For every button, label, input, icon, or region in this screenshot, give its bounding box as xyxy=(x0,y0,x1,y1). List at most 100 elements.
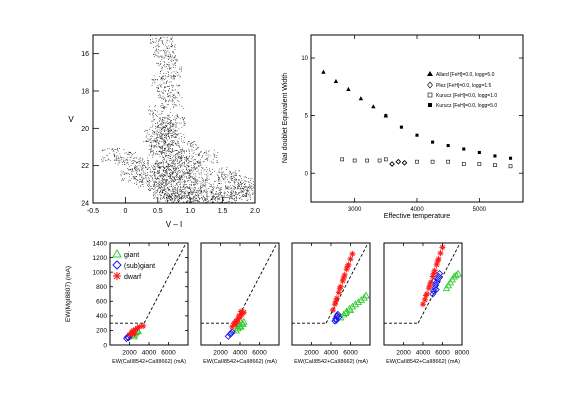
cmd-point xyxy=(138,174,140,176)
cmd-point xyxy=(165,99,166,101)
cmd-point xyxy=(246,186,247,188)
cmd-point xyxy=(179,184,181,186)
cmd-point xyxy=(224,188,226,190)
cmd-point xyxy=(233,186,235,188)
cmd-point xyxy=(223,192,225,194)
cmd-point xyxy=(232,185,234,187)
cmd-point xyxy=(153,141,154,143)
cmd-point xyxy=(171,76,173,78)
cmd-point xyxy=(177,199,179,201)
cmd-point xyxy=(161,126,163,128)
cmd-point xyxy=(174,159,176,161)
cmd-point xyxy=(169,123,171,125)
cmd-point xyxy=(171,130,173,131)
cmd-point xyxy=(163,181,165,183)
cmd-point xyxy=(181,153,182,154)
ew1-legend-giant: giant xyxy=(112,248,139,259)
cmd-point xyxy=(188,173,190,174)
cmd-point xyxy=(142,170,144,172)
cmd-point xyxy=(169,128,171,130)
cmd-point xyxy=(231,201,233,203)
cmd-point xyxy=(171,120,172,121)
cmd-point xyxy=(116,156,118,158)
cmd-point xyxy=(173,198,175,199)
cmd-point xyxy=(168,123,169,124)
cmd-point xyxy=(174,56,176,57)
cmd-point xyxy=(161,192,163,194)
cmd-point xyxy=(166,200,168,202)
cmd-point xyxy=(177,180,179,182)
cmd-point xyxy=(175,195,177,197)
cmd-point xyxy=(197,161,199,163)
cmd-point xyxy=(222,171,224,173)
cmd-point xyxy=(213,201,214,203)
cmd-point xyxy=(203,190,205,192)
cmd-point xyxy=(158,46,159,48)
cmd-point xyxy=(181,202,183,204)
cmd-point xyxy=(160,181,162,183)
cmd-point xyxy=(164,50,165,52)
cmd-point xyxy=(170,112,172,113)
series2-point xyxy=(344,263,351,270)
cmd-point xyxy=(156,137,158,138)
cmd-point xyxy=(195,167,196,169)
cmd-point xyxy=(192,194,193,195)
cmd-point xyxy=(183,150,185,151)
series2-point xyxy=(437,250,444,257)
cmd-point xyxy=(179,75,181,77)
cmd-point xyxy=(168,65,170,67)
cmd-point xyxy=(247,198,249,200)
cmd-point xyxy=(239,192,240,193)
cmd-point xyxy=(174,62,176,64)
cmd-point xyxy=(171,61,173,62)
cmd-point xyxy=(172,101,173,103)
cmd-point xyxy=(139,185,141,186)
cmd-point xyxy=(156,135,158,137)
cmd-point xyxy=(164,142,166,143)
cmd-point xyxy=(154,109,156,111)
cmd-point xyxy=(160,130,162,132)
cmd-point xyxy=(221,174,222,176)
cmd-point xyxy=(145,136,147,138)
cmd-point xyxy=(169,160,170,162)
cmd-point xyxy=(172,45,173,47)
cmd-point xyxy=(150,146,152,147)
cmd-point xyxy=(162,76,164,77)
cmd-point xyxy=(164,142,165,144)
cmd-point xyxy=(172,180,174,181)
cmd-point xyxy=(154,42,156,43)
cmd-point xyxy=(134,178,135,179)
cmd-point xyxy=(142,167,144,169)
cmd-point xyxy=(156,141,157,143)
cmd-point xyxy=(176,74,178,76)
cmd-point xyxy=(170,158,172,160)
series0-point xyxy=(351,300,360,308)
cmd-point xyxy=(192,145,193,147)
cmd-point xyxy=(141,181,143,183)
cmd-point xyxy=(202,184,203,186)
triangle-icon xyxy=(427,71,433,76)
cmd-point xyxy=(176,116,178,118)
cmd-point xyxy=(172,189,174,190)
cmd-point xyxy=(200,190,202,192)
cmd-point xyxy=(138,159,140,161)
cmd-point xyxy=(186,144,188,146)
cmd-point xyxy=(249,177,251,179)
cmd-point xyxy=(156,165,158,167)
cmd-point xyxy=(172,180,174,182)
cmd-point xyxy=(147,157,148,159)
cmd-point xyxy=(148,109,150,110)
cmd-point xyxy=(235,180,237,182)
series0-point xyxy=(232,326,240,334)
cmd-point xyxy=(209,155,211,157)
cmd-point xyxy=(159,63,161,65)
cmd-point xyxy=(165,175,167,176)
cmd-point xyxy=(153,147,155,148)
cmd-point xyxy=(159,191,161,193)
cmd-point xyxy=(173,75,175,76)
cmd-point xyxy=(157,185,159,187)
cmd-point xyxy=(153,172,155,174)
cmd-point xyxy=(232,191,234,193)
cmd-point xyxy=(167,127,169,129)
cmd-point xyxy=(186,176,187,178)
